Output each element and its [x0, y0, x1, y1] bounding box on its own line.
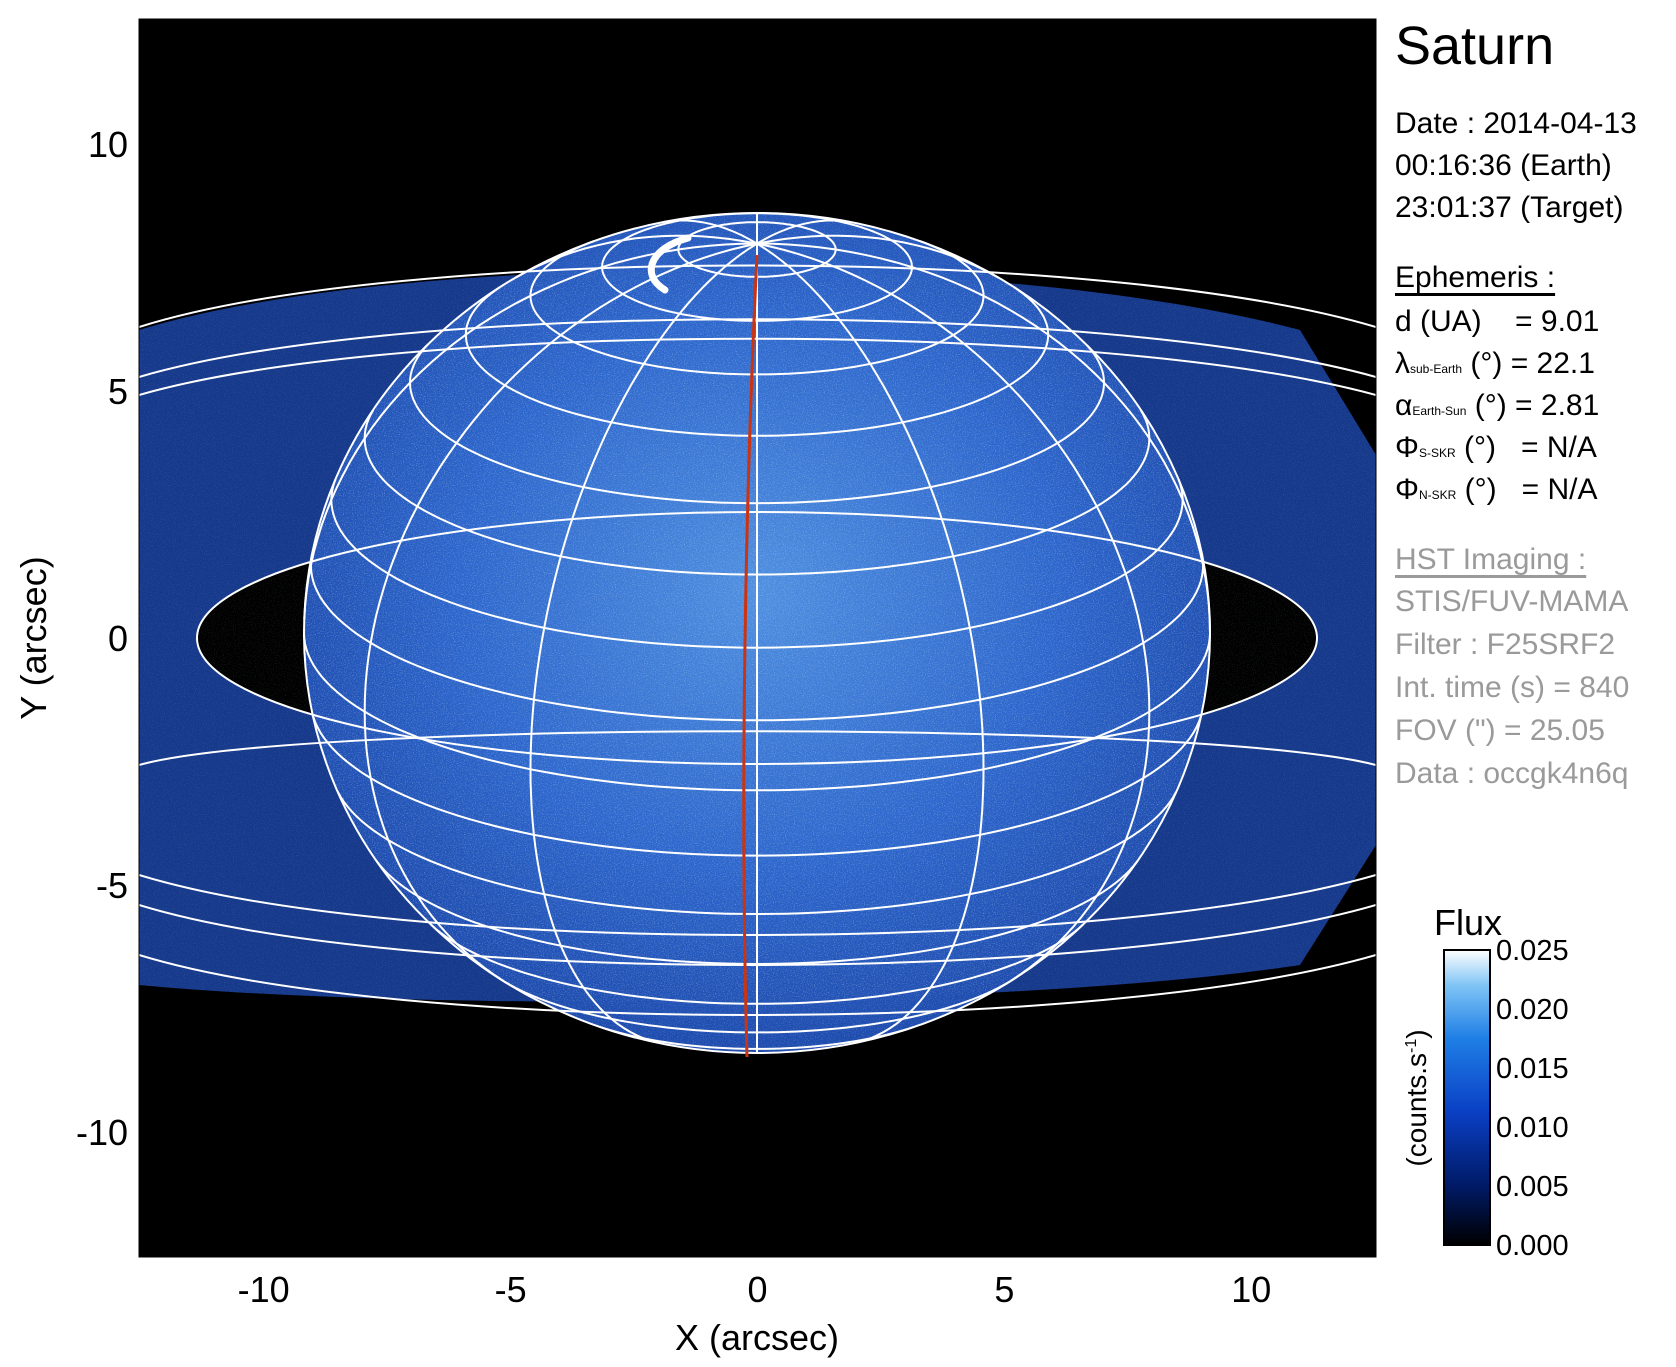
colorbar-title: Flux [1434, 902, 1502, 943]
date-line-2: 00:16:36 (Earth) [1395, 149, 1612, 182]
colorbar-unit: (counts.s-1) [1401, 1029, 1432, 1166]
graticule-line [756, 219, 850, 245]
graticule-line [756, 234, 999, 279]
ephem-lambda: λsub-Earth (°) = 22.1 [1395, 347, 1595, 380]
colorbar-tick-label: 0.025 [1496, 935, 1569, 967]
x-tick-label: 5 [994, 1269, 1014, 1310]
x-tick-label: -5 [495, 1269, 527, 1310]
colorbar-tick-label: 0.015 [1496, 1053, 1569, 1085]
x-axis-ticks: -10 -5 0 5 10 [238, 1269, 1272, 1310]
imaging-filter: Filter : F25SRF2 [1395, 628, 1616, 661]
central-meridian [742, 254, 759, 1058]
ephem-phi-n: ΦN-SKR (°) = N/A [1395, 473, 1598, 506]
target-name: Saturn [1395, 16, 1555, 76]
imaging-int-time: Int. time (s) = 840 [1395, 671, 1630, 704]
x-axis-label: X (arcsec) [675, 1317, 839, 1358]
date-line-3: 23:01:37 (Target) [1395, 191, 1624, 224]
x-tick-label: 0 [747, 1269, 767, 1310]
x-tick-label: -10 [238, 1269, 290, 1310]
ephemeris-header: Ephemeris : [1395, 261, 1556, 294]
colorbar-gradient [1443, 949, 1491, 1246]
graticule-line [363, 242, 758, 983]
ephem-alpha: αEarth-Sun (°) = 2.81 [1395, 389, 1600, 422]
graticule-line [756, 242, 1211, 634]
ephem-distance: d (UA) = 9.01 [1395, 305, 1600, 338]
imaging-header: HST Imaging : [1395, 543, 1587, 576]
graticule-line [756, 242, 985, 1044]
date-line-1: Date : 2014-04-13 [1395, 107, 1637, 140]
y-tick-label: 10 [88, 124, 128, 165]
imaging-instrument: STIS/FUV-MAMA [1395, 585, 1629, 618]
colorbar-tick-label: 0.010 [1496, 1112, 1569, 1144]
graticule-line [529, 242, 758, 1044]
colorbar-tick-label: 0.020 [1496, 994, 1569, 1026]
colorbar-ticks: 0.025 0.020 0.015 0.010 0.005 0.000 [1496, 935, 1569, 1262]
planet-graticule [303, 212, 1211, 1054]
y-tick-label: -10 [76, 1112, 128, 1153]
graticule-line [664, 219, 758, 245]
colorbar-tick-label: 0.000 [1496, 1230, 1569, 1262]
colorbar-tick-label: 0.005 [1496, 1171, 1569, 1203]
imaging-fov: FOV (") = 25.05 [1395, 714, 1605, 747]
graticule-line [303, 242, 758, 620]
y-tick-label: 0 [108, 618, 128, 659]
image-panel [139, 19, 1376, 1257]
x-tick-label: 10 [1231, 1269, 1271, 1310]
y-tick-label: 5 [108, 371, 128, 412]
plot-frame [138, 18, 1377, 1258]
planet-limb [303, 212, 1211, 1054]
imaging-data-id: Data : occgk4n6q [1395, 757, 1629, 790]
graticule-line [756, 242, 1151, 983]
graticule-line [515, 234, 758, 279]
y-tick-label: -5 [96, 865, 128, 906]
ephem-phi-s: ΦS-SKR (°) = N/A [1395, 431, 1597, 464]
y-axis-ticks: 10 5 0 -5 -10 [76, 124, 128, 1153]
aurora-arc [647, 234, 692, 294]
y-axis-label: Y (arcsec) [13, 556, 54, 719]
